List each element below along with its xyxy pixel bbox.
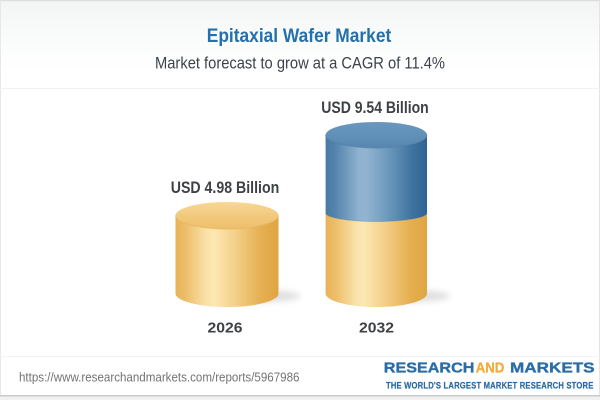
svg-text:https://www.researchandmarkets: https://www.researchandmarkets.com/repor… bbox=[19, 370, 300, 385]
svg-text:AND: AND bbox=[476, 360, 505, 377]
svg-text:2026: 2026 bbox=[208, 320, 243, 337]
svg-text:RESEARCH: RESEARCH bbox=[384, 360, 475, 377]
svg-text:2032: 2032 bbox=[359, 320, 394, 337]
svg-text:USD 9.54 Billion: USD 9.54 Billion bbox=[321, 98, 429, 117]
svg-text:Epitaxial Wafer Market: Epitaxial Wafer Market bbox=[207, 26, 392, 47]
svg-text:USD 4.98 Billion: USD 4.98 Billion bbox=[171, 178, 280, 197]
svg-text:Market forecast to grow at a C: Market forecast to grow at a CAGR of 11.… bbox=[155, 54, 445, 73]
svg-text:MARKETS: MARKETS bbox=[510, 360, 595, 377]
svg-text:THE WORLD'S LARGEST MARKET RES: THE WORLD'S LARGEST MARKET RESEARCH STOR… bbox=[386, 381, 594, 391]
